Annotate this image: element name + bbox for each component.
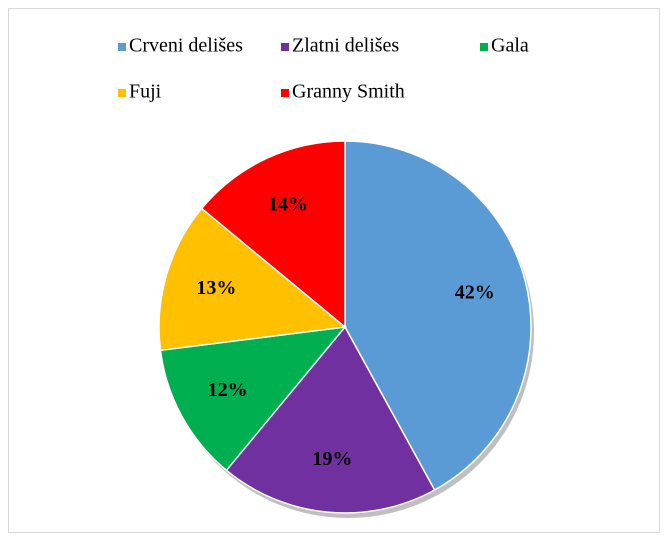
data-label: 42% (455, 281, 495, 303)
pie-slice (225, 325, 436, 514)
legend-label: Fuji (129, 81, 162, 103)
legend-swatch (118, 89, 126, 97)
data-label: 19% (312, 448, 352, 470)
legend-swatch (118, 43, 126, 51)
data-label: 13% (196, 277, 236, 299)
data-label: 14% (268, 193, 308, 215)
legend-label: Gala (491, 35, 529, 57)
legend-swatch (281, 43, 289, 51)
pie-slice (158, 207, 347, 352)
legend-label: Zlatni delišes (292, 35, 399, 57)
pie-slice (200, 140, 346, 329)
data-label: 12% (208, 379, 248, 401)
legend-swatch (480, 43, 488, 51)
legend-label: Crveni delišes (129, 35, 243, 57)
pie-slice (344, 140, 532, 492)
legend-swatch (281, 89, 289, 97)
pie-slice (159, 326, 347, 472)
legend-label: Granny Smith (292, 81, 405, 103)
